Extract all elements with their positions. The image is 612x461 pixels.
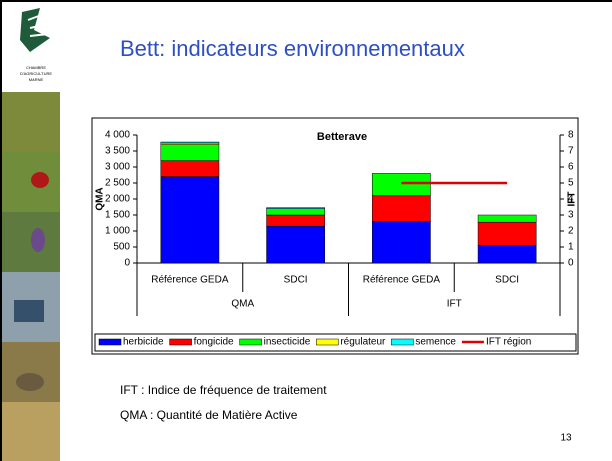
x-tick-label: SDCI — [284, 275, 308, 286]
bar-segment — [372, 196, 430, 222]
legend-symbol — [170, 339, 192, 345]
y2-tick-label: 1 — [568, 242, 574, 253]
note: QMA : Quantité de Matière Active — [120, 408, 298, 422]
bar-segment — [267, 209, 325, 215]
y2-tick-label: 8 — [568, 130, 574, 141]
legend-label: herbicide — [123, 337, 164, 348]
y-tick-label: 0 — [124, 258, 130, 269]
slide: CHAMBRE D'AGRICULTURE MARNE Bett: indica… — [0, 0, 612, 461]
logo-text: MARNE — [29, 77, 44, 82]
bar-segment — [372, 221, 430, 263]
y2-tick-label: 2 — [568, 226, 574, 237]
photo — [2, 402, 60, 461]
y-tick-label: 2 500 — [105, 178, 130, 189]
y2-tick-label: 0 — [568, 258, 574, 269]
bird — [16, 373, 44, 391]
y-tick-label: 1 500 — [105, 210, 130, 221]
y-tick-label: 2 000 — [105, 194, 130, 205]
bar-segment — [372, 173, 430, 195]
y2-tick-label: 3 — [568, 210, 574, 221]
group-label: IFT — [447, 299, 462, 310]
y-tick-label: 3 500 — [105, 146, 130, 157]
y-tick-label: 4 000 — [105, 130, 130, 141]
logo-text: D'AGRICULTURE — [20, 71, 52, 76]
x-tick-label: Référence GEDA — [363, 275, 441, 286]
bar-segment — [161, 177, 219, 263]
legend-symbol — [240, 339, 262, 345]
logo-text: CHAMBRE — [26, 65, 46, 70]
photo — [2, 342, 60, 402]
flower — [31, 228, 45, 252]
bar-segment — [267, 215, 325, 226]
page-number: 13 — [560, 433, 572, 444]
legend-label: régulateur — [340, 337, 386, 348]
slide-title: Bett: indicateurs environnementaux — [120, 36, 465, 61]
page: CHAMBRE D'AGRICULTURE MARNE Bett: indica… — [0, 0, 612, 461]
photo-strip — [2, 92, 60, 461]
bar-segment — [478, 222, 536, 245]
y2-tick-label: 6 — [568, 162, 574, 173]
bar-segment — [267, 226, 325, 263]
legend-label: IFT région — [486, 337, 531, 348]
legend-symbol — [99, 339, 121, 345]
legend-label: fongicide — [194, 337, 234, 348]
group-label: QMA — [231, 299, 254, 310]
note: IFT : Indice de fréquence de traitement — [120, 383, 327, 397]
y2-tick-label: 7 — [568, 146, 574, 157]
x-tick-label: SDCI — [495, 275, 519, 286]
chart-title: Betterave — [317, 131, 367, 143]
top-border — [0, 0, 612, 2]
left-border — [0, 0, 2, 461]
y-tick-label: 500 — [113, 242, 130, 253]
bar-segment — [478, 215, 536, 222]
photo — [2, 92, 60, 152]
legend-label: semence — [415, 337, 456, 348]
bar-segment — [478, 245, 536, 263]
y-tick-label: 3 000 — [105, 162, 130, 173]
bar-segment — [161, 142, 219, 143]
bar-segment — [267, 208, 325, 209]
ladybug — [31, 172, 49, 188]
bar-segment — [161, 161, 219, 177]
legend-label: insecticide — [264, 337, 311, 348]
y-tick-label: 1 000 — [105, 226, 130, 237]
legend-symbol — [316, 339, 338, 345]
y2-tick-label: 5 — [568, 178, 574, 189]
y2-tick-label: 4 — [568, 194, 574, 205]
photo — [2, 152, 60, 212]
legend-symbol — [391, 339, 413, 345]
tractor — [14, 300, 44, 322]
x-tick-label: Référence GEDA — [151, 275, 229, 286]
bar-segment — [161, 145, 219, 161]
photo — [2, 212, 60, 272]
